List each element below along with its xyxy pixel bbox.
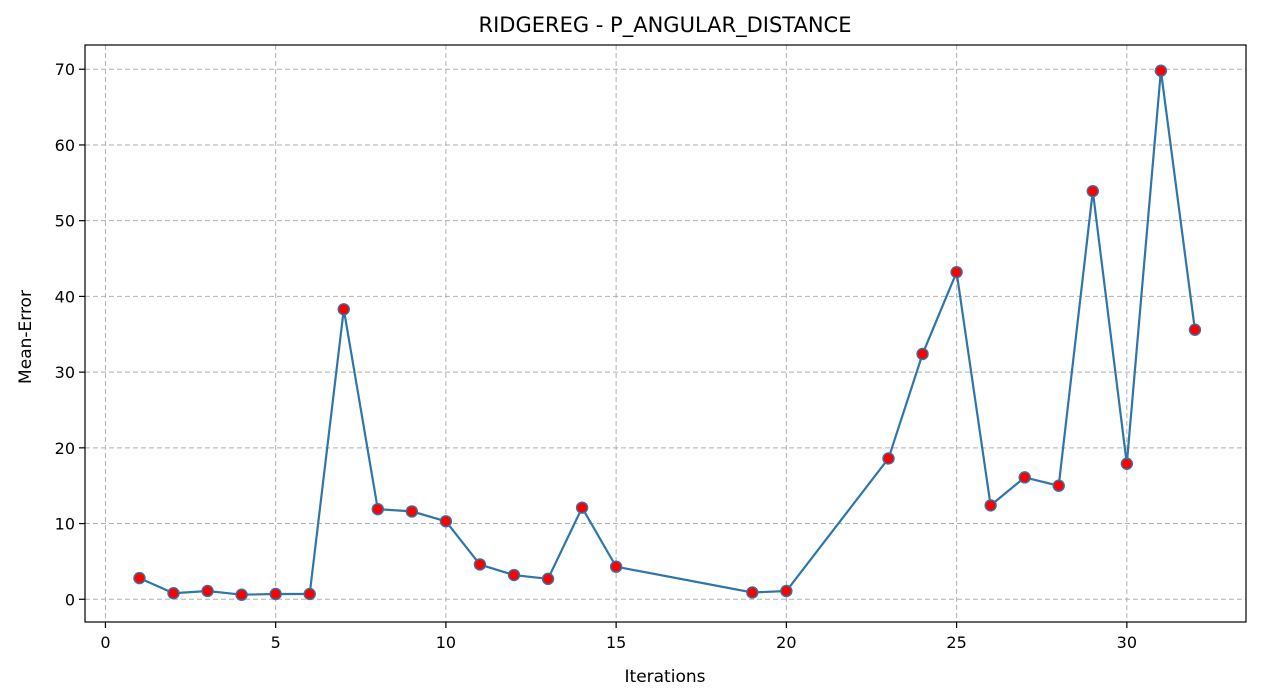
x-tick-label: 20 <box>776 633 796 652</box>
data-point <box>269 587 282 601</box>
x-tick-label: 10 <box>436 633 456 652</box>
data-point <box>746 586 759 599</box>
axis-ticks: 0 5 10 15 20 25 30 0 10 20 30 40 50 60 70 <box>55 60 1137 652</box>
grid <box>85 45 1246 622</box>
data-point <box>167 587 180 600</box>
data-point <box>133 571 146 585</box>
x-tick-label: 25 <box>946 633 966 652</box>
data-point <box>950 265 963 279</box>
data-point <box>780 584 793 598</box>
data-point <box>1086 184 1099 198</box>
y-tick-label: 50 <box>55 212 75 231</box>
data-point <box>303 587 316 601</box>
data-point <box>541 572 555 586</box>
y-tick-label: 70 <box>55 60 75 79</box>
data-point <box>984 499 997 512</box>
data-point <box>507 568 521 582</box>
y-tick-label: 0 <box>65 590 75 609</box>
data-point <box>1018 471 1031 484</box>
data-point <box>916 347 929 361</box>
data-point <box>473 558 487 571</box>
data-point <box>1120 457 1134 470</box>
y-tick-label: 20 <box>55 439 75 458</box>
data-point <box>235 588 248 601</box>
data-point <box>371 502 385 516</box>
y-axis-label: Mean-Error <box>16 290 36 384</box>
x-axis-label: Iterations <box>625 667 706 687</box>
data-point <box>1052 479 1065 492</box>
x-tick-label: 0 <box>100 633 110 652</box>
data-point <box>575 501 589 514</box>
y-tick-label: 10 <box>55 515 75 534</box>
x-tick-label: 30 <box>1117 633 1137 652</box>
data-point <box>1154 64 1168 77</box>
plot-series <box>133 64 1202 601</box>
y-tick-label: 60 <box>55 136 75 155</box>
data-point <box>882 452 895 465</box>
y-tick-label: 30 <box>55 363 75 382</box>
data-point <box>609 560 623 573</box>
x-tick-label: 15 <box>606 633 626 652</box>
data-point <box>201 584 214 598</box>
data-point <box>1188 323 1202 336</box>
plot-frame <box>84 44 1247 623</box>
x-tick-label: 5 <box>271 633 281 652</box>
data-point <box>405 505 419 518</box>
data-point <box>439 515 453 528</box>
y-tick-label: 40 <box>55 287 75 306</box>
chart-title: RIDGEREG - P_ANGULAR_DISTANCE <box>479 13 852 38</box>
series-line <box>139 70 1196 596</box>
data-point <box>337 303 350 316</box>
